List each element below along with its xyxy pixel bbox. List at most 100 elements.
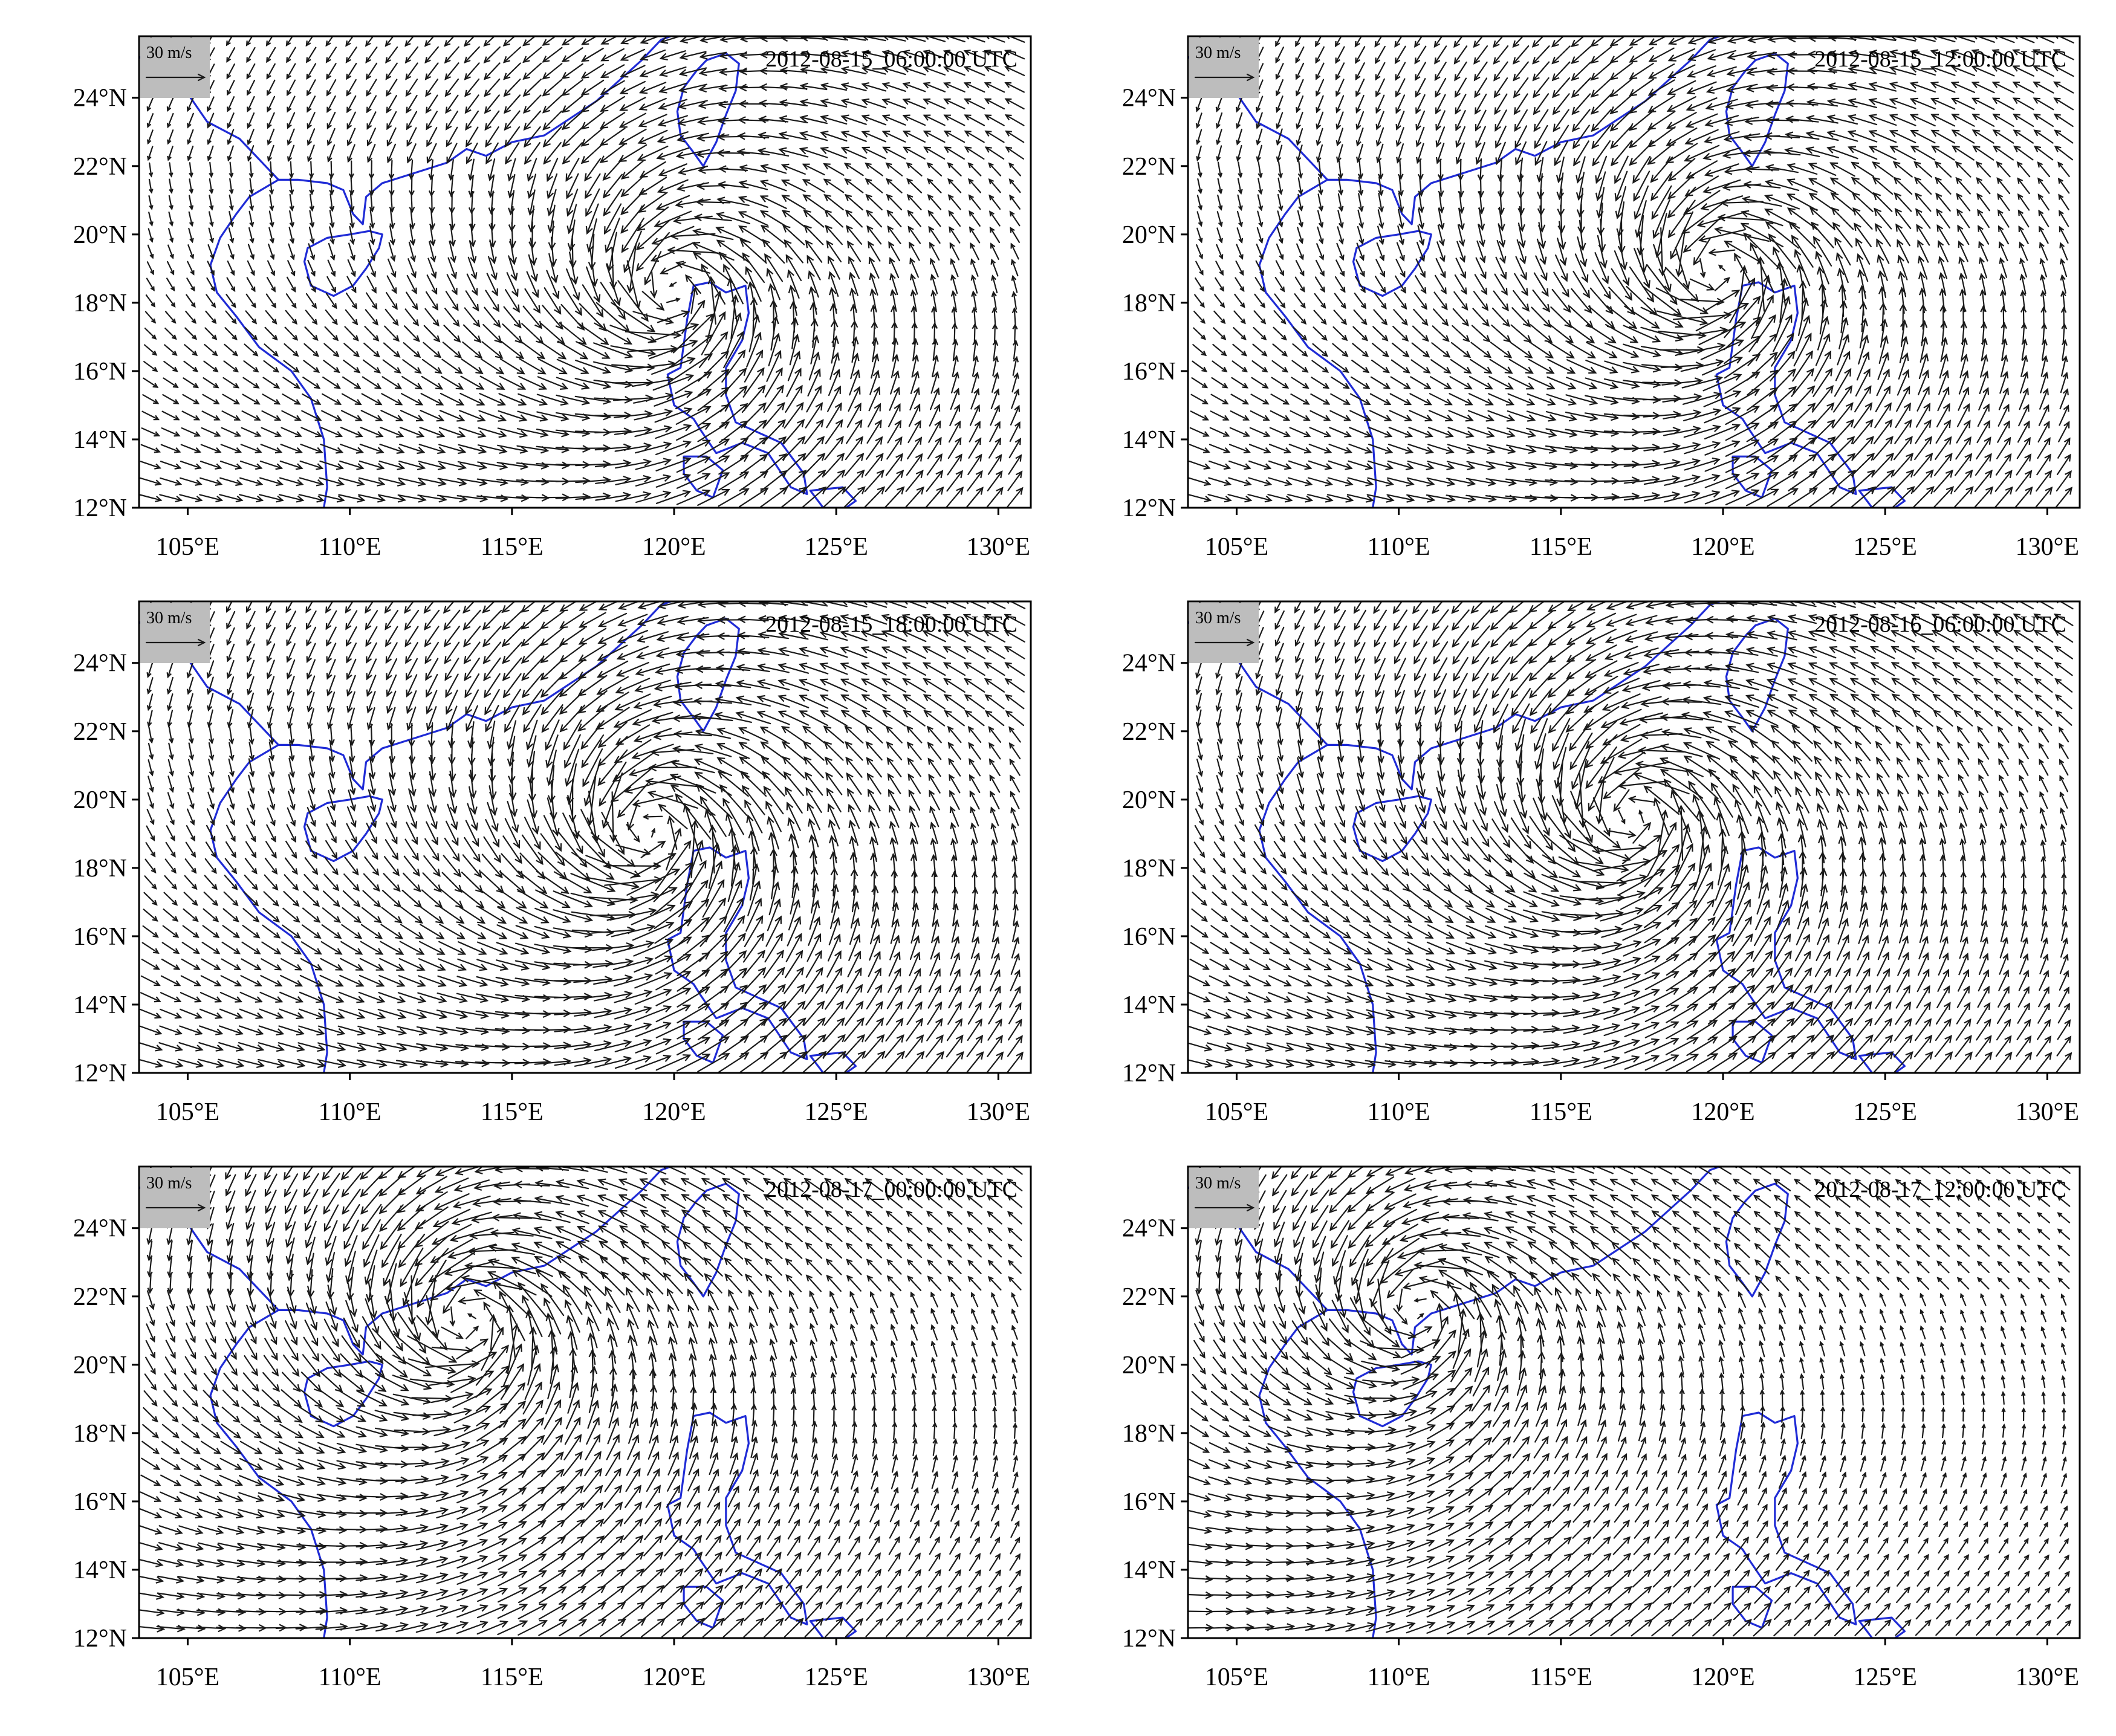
wind-vector: [2032, 49, 2055, 60]
wind-vector: [779, 83, 808, 91]
wind-vector: [1377, 209, 1384, 229]
wind-vector: [928, 225, 941, 244]
wind-vector: [385, 46, 398, 64]
wind-vector: [1472, 308, 1490, 327]
wind-vector: [805, 239, 823, 263]
wind-vector: [868, 804, 880, 829]
wind-vector: [1837, 918, 1849, 945]
wind-vector: [1370, 376, 1391, 389]
wind-vector: [848, 819, 858, 846]
wind-vector: [1251, 908, 1269, 922]
wind-vector: [824, 756, 843, 779]
wind-vector: [345, 309, 359, 326]
wind-vector: [846, 967, 862, 994]
wind-vector: [693, 758, 733, 777]
wind-vector: [861, 694, 887, 710]
wind-vector: [357, 1042, 387, 1052]
wind-vector: [425, 78, 439, 97]
wind-vector: [1527, 376, 1556, 390]
wind-vector: [1993, 694, 2013, 710]
wind-vector: [1308, 975, 1333, 987]
wind-vector: [1909, 82, 1936, 93]
wind-vector: [1687, 65, 1716, 78]
wind-vector: [988, 194, 1001, 210]
wind-vector: [1688, 916, 1716, 946]
wind-vector: [1290, 393, 1310, 405]
wind-vector: [675, 650, 710, 658]
wind-vector: [840, 630, 868, 641]
wind-vector: [669, 773, 716, 794]
wind-vector: [2013, 129, 2034, 144]
wind-vector: [486, 273, 498, 297]
wind-vector: [281, 958, 303, 971]
wind-vector: [909, 951, 921, 977]
wind-vector: [1427, 924, 1455, 939]
wind-vector: [321, 924, 342, 939]
wind-vector: [1246, 1042, 1274, 1052]
wind-vector: [1490, 342, 1513, 358]
wind-vector: [1770, 332, 1794, 367]
wind-vector: [1430, 855, 1451, 877]
wind-vector: [1897, 369, 1910, 396]
wind-vector: [1507, 410, 1536, 422]
wind-vector: [907, 757, 921, 777]
wind-vector: [1472, 819, 1490, 847]
wind-vector: [1317, 740, 1324, 763]
wind-vector: [803, 209, 825, 228]
wind-vector: [187, 244, 195, 260]
wind-vector: [148, 228, 154, 243]
wind-vector: [507, 158, 516, 182]
wind-vector: [1256, 112, 1263, 129]
wind-vector: [635, 490, 672, 504]
wind-vector: [1654, 213, 1667, 259]
wind-vector: [1410, 359, 1431, 374]
wind-vector: [740, 419, 768, 444]
wind-vector: [1430, 359, 1452, 374]
wind-vector: [1769, 1051, 1796, 1073]
wind-vector: [708, 842, 721, 889]
wind-vector: [1268, 460, 1292, 470]
wind-vector: [423, 855, 441, 877]
wind-vector: [763, 785, 784, 815]
wind-vector: [807, 368, 821, 397]
wind-vector: [1251, 377, 1269, 389]
wind-vector: [909, 805, 920, 828]
wind-vector: [286, 276, 296, 293]
wind-vector: [1346, 494, 1375, 503]
wind-vector: [990, 242, 999, 260]
wind-vector: [640, 840, 666, 858]
wind-vector: [1583, 493, 1620, 501]
wind-vector: [229, 161, 234, 178]
wind-vector: [782, 224, 805, 245]
wind-vector: [1718, 264, 1726, 271]
wind-vector: [722, 915, 745, 948]
wind-vector: [1609, 109, 1633, 132]
wind-vector: [340, 941, 363, 955]
wind-vector: [906, 193, 922, 210]
wind-vector: [943, 50, 966, 59]
wind-vector: [1748, 725, 1776, 744]
wind-vector: [1918, 255, 1928, 280]
wind-vector: [851, 884, 859, 913]
wind-vector: [1853, 402, 1873, 429]
wind-vector: [967, 1018, 983, 1041]
wind-vector: [866, 772, 881, 795]
wind-map-panel: 12°N 14°N 16°N 18°N 20°N 22°N 24°N 105°E 110°E 11…: [18, 24, 1058, 586]
wind-vector: [861, 82, 887, 92]
wind-vector: [459, 889, 485, 909]
wind-vector: [764, 932, 784, 963]
wind-vector: [1996, 177, 2011, 195]
wind-vector: [763, 384, 784, 413]
wind-vector: [632, 921, 675, 941]
wind-vector: [654, 210, 692, 228]
wind-vector: [843, 1051, 866, 1073]
wind-vector: [1352, 326, 1368, 342]
wind-vector: [2033, 81, 2054, 94]
wind-vector: [305, 601, 314, 614]
wind-vector: [1953, 486, 1974, 508]
wind-vector: [1265, 1059, 1295, 1068]
coastline-samar: [1858, 486, 1906, 508]
wind-vector: [2017, 726, 2030, 743]
wind-vector: [540, 626, 565, 646]
wind-vector: [799, 99, 828, 108]
